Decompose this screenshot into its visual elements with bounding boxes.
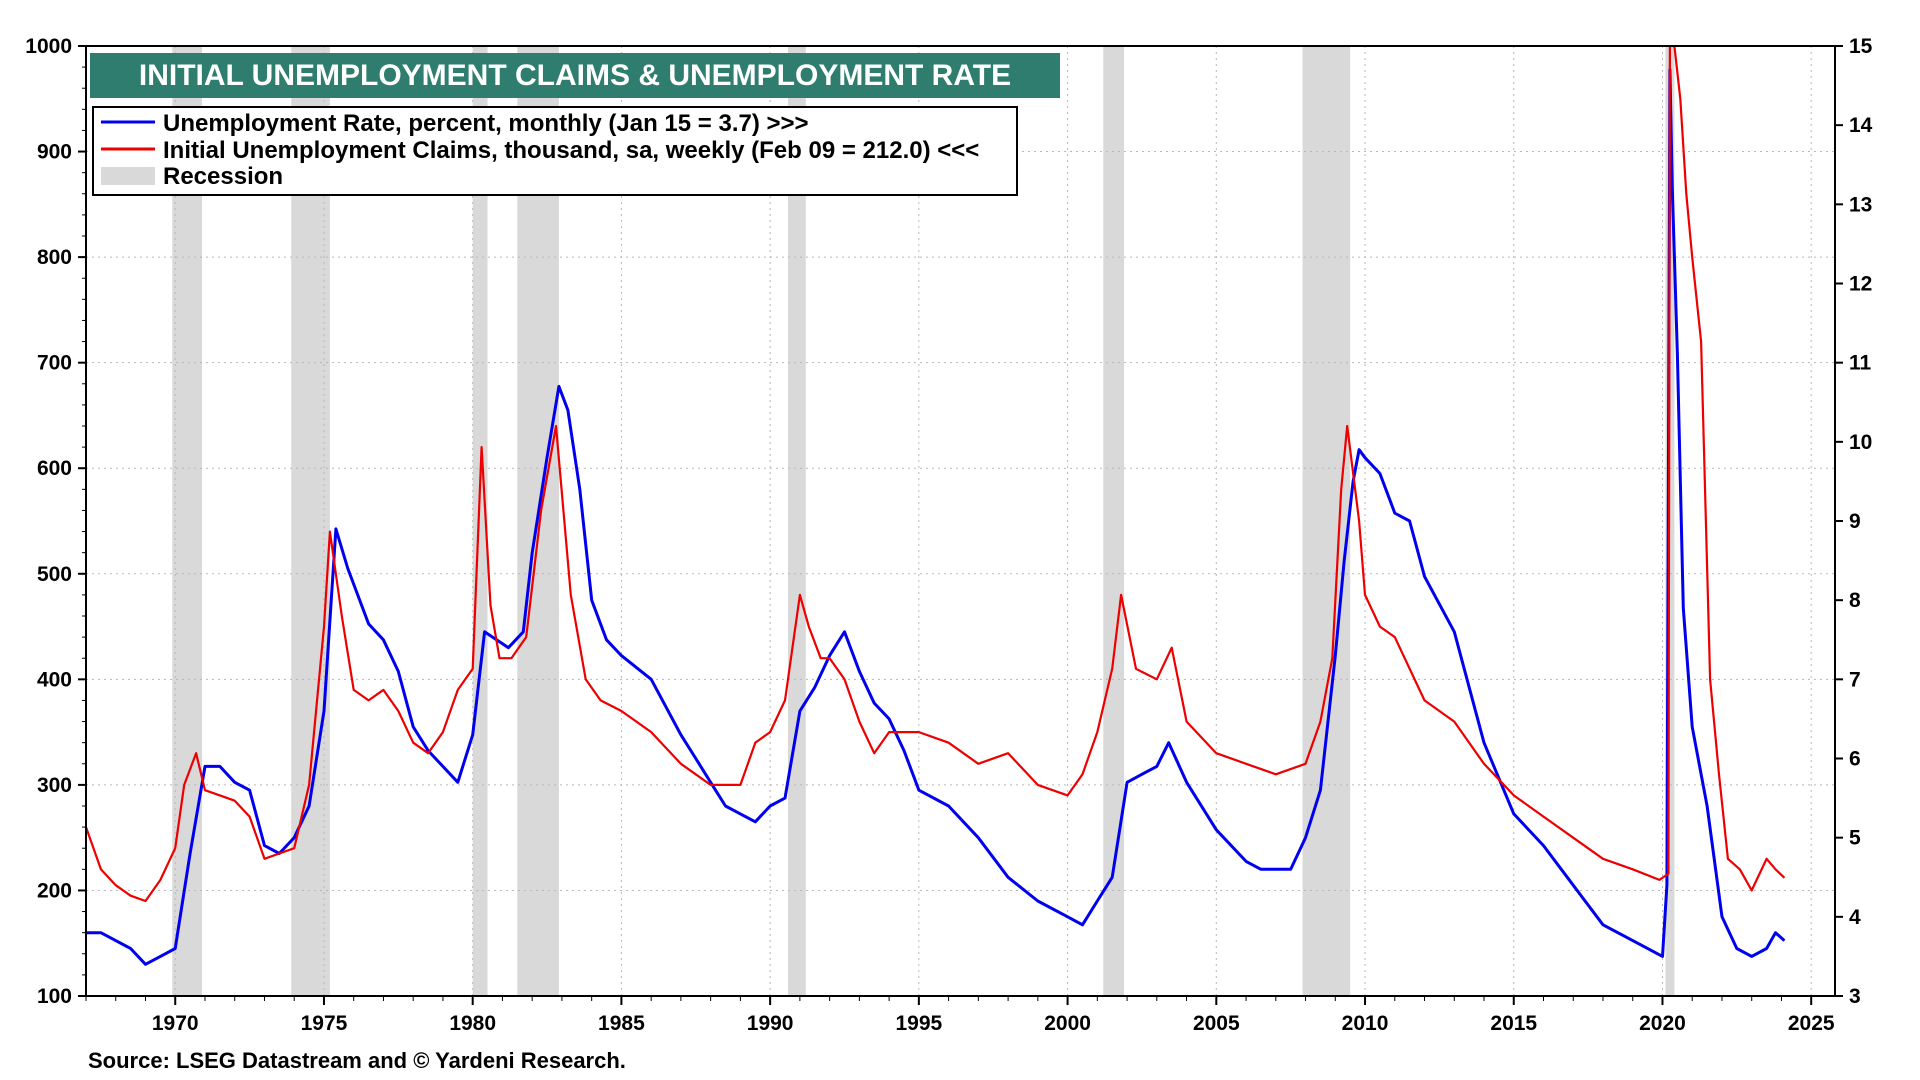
legend: Unemployment Rate, percent, monthly (Jan… bbox=[92, 106, 1018, 196]
right-tick-label: 15 bbox=[1849, 35, 1873, 58]
series-line-unemployment-rate bbox=[86, 68, 1786, 966]
left-tick-label: 800 bbox=[37, 246, 72, 269]
x-tick-label: 2000 bbox=[1044, 1012, 1091, 1035]
right-tick-label: 9 bbox=[1849, 510, 1861, 533]
right-axis: 3 4 5 6 7 8 9 10 11 12 13 14 15 bbox=[1835, 35, 1873, 1008]
title-background bbox=[90, 53, 1060, 98]
right-tick-label: 13 bbox=[1849, 193, 1872, 216]
right-tick-label: 3 bbox=[1849, 985, 1861, 1008]
chart-title: INITIAL UNEMPLOYMENT CLAIMS & UNEMPLOYME… bbox=[139, 59, 1011, 92]
right-tick-label: 4 bbox=[1849, 906, 1861, 929]
left-tick-label: 100 bbox=[37, 985, 72, 1008]
x-tick-label: 2020 bbox=[1639, 1012, 1686, 1035]
series-lines bbox=[86, 46, 1786, 966]
right-tick-label: 11 bbox=[1849, 352, 1872, 375]
x-tick-label: 1980 bbox=[449, 1012, 496, 1035]
left-tick-label: 1000 bbox=[25, 35, 72, 58]
left-tick-label: 500 bbox=[37, 563, 72, 586]
right-tick-label: 12 bbox=[1849, 273, 1872, 296]
legend-swatch-recession bbox=[101, 167, 155, 185]
right-tick-label: 14 bbox=[1849, 114, 1873, 137]
left-tick-label: 600 bbox=[37, 457, 72, 480]
recession-band-6 bbox=[1302, 46, 1351, 996]
gridlines bbox=[86, 46, 1835, 996]
source-note: Source: LSEG Datastream and © Yardeni Re… bbox=[88, 1048, 626, 1073]
x-tick-label: 1985 bbox=[598, 1012, 645, 1035]
series-line-initial-claims bbox=[86, 46, 1786, 903]
legend-box bbox=[92, 106, 1018, 196]
title-banner: INITIAL UNEMPLOYMENT CLAIMS & UNEMPLOYME… bbox=[90, 53, 1060, 98]
left-tick-label: 300 bbox=[37, 774, 72, 797]
x-axis: 1970 1975 1980 1985 1990 1995 2000 2005 2010 2015… bbox=[85, 996, 1835, 1035]
legend-label-unemployment-rate: Unemployment Rate, percent, monthly (Jan… bbox=[163, 110, 809, 137]
legend-label-initial-claims: Initial Unemployment Claims, thousand, s… bbox=[163, 137, 979, 164]
x-tick-label: 1990 bbox=[747, 1012, 794, 1035]
right-tick-label: 5 bbox=[1849, 827, 1861, 850]
x-tick-label: 1995 bbox=[895, 1012, 942, 1035]
x-tick-label: 2010 bbox=[1342, 1012, 1389, 1035]
left-tick-label: 900 bbox=[37, 141, 72, 164]
x-tick-label: 1970 bbox=[152, 1012, 199, 1035]
left-tick-label: 400 bbox=[37, 668, 72, 691]
x-tick-label: 2025 bbox=[1788, 1012, 1835, 1035]
left-tick-label: 700 bbox=[37, 352, 72, 375]
x-tick-label: 2015 bbox=[1490, 1012, 1537, 1035]
recession-band-2 bbox=[472, 46, 488, 996]
x-tick-label: 2005 bbox=[1193, 1012, 1240, 1035]
left-tick-label: 200 bbox=[37, 879, 72, 902]
left-axis: 100 200 300 400 500 600 700 800 900 1000 bbox=[25, 35, 86, 1008]
right-tick-label: 6 bbox=[1849, 748, 1861, 771]
right-tick-label: 7 bbox=[1849, 668, 1861, 691]
recession-band-5 bbox=[1103, 46, 1125, 996]
right-tick-label: 8 bbox=[1849, 589, 1861, 612]
x-tick-label: 1975 bbox=[301, 1012, 348, 1035]
legend-label-recession: Recession bbox=[163, 163, 283, 190]
right-tick-label: 10 bbox=[1849, 431, 1872, 454]
